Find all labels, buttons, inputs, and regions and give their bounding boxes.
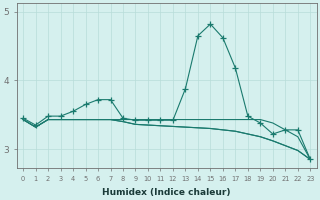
- X-axis label: Humidex (Indice chaleur): Humidex (Indice chaleur): [102, 188, 231, 197]
